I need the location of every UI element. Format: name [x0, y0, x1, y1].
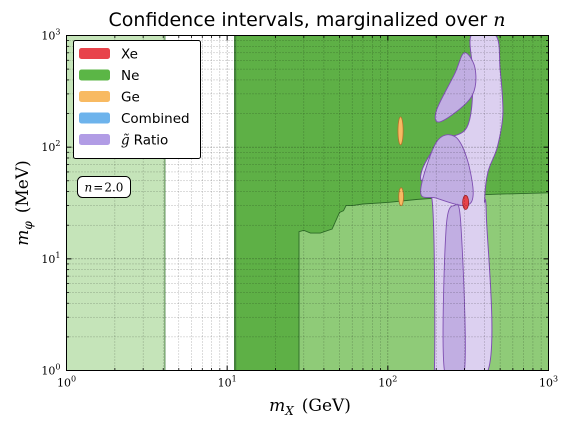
x-axis-unit: (GeV) [302, 396, 351, 416]
y-tick-label: 103 [41, 28, 60, 43]
x-tick-label: 102 [378, 375, 397, 390]
annotation-lhs: n [85, 181, 93, 195]
legend-entry-combined: Combined [79, 111, 190, 127]
y-tick-labels: 100 101 102 103 [41, 28, 60, 378]
x-tick-label: 103 [539, 375, 558, 390]
annotation-box [77, 176, 131, 198]
annotation-rhs: 2.0 [104, 181, 123, 195]
legend-swatch [79, 91, 110, 102]
plot-frame [66, 35, 549, 371]
annotation-n-value: n=2.0 [77, 176, 131, 198]
x-tick-label: 100 [57, 375, 76, 390]
grid-lines [66, 35, 549, 371]
ratio-inner-region-lower [442, 203, 466, 371]
tick-marks [66, 35, 549, 371]
x-axis-symbol: m [269, 396, 285, 416]
svg-text:n=2.0: n=2.0 [85, 181, 124, 195]
ge-island-upper [397, 116, 404, 146]
legend-swatch [79, 48, 110, 59]
legend-label: Ge [121, 90, 140, 106]
legend-swatch [79, 69, 110, 81]
chart-title-variable: n [493, 9, 505, 31]
legend-swatch [79, 134, 110, 145]
y-tick-label: 100 [41, 363, 60, 378]
y-axis-subscript: φ [21, 221, 35, 230]
legend-label: Xe [121, 47, 138, 63]
x-tick-label: 101 [218, 375, 237, 390]
y-tick-label: 101 [41, 251, 60, 266]
legend-label: g̃ Ratio [121, 133, 168, 149]
legend: Xe Ne Ge Combined g̃ Ratio [73, 40, 201, 159]
y-axis-label: mφ (MeV) [13, 160, 35, 246]
legend-entry-xe: Xe [79, 47, 138, 63]
legend-entry-ne: Ne [79, 68, 139, 84]
legend-entry-ge: Ge [79, 90, 140, 106]
y-axis-unit: (MeV) [13, 160, 33, 213]
xe-island [462, 195, 470, 210]
legend-swatch [79, 112, 110, 124]
x-axis-label: mX (GeV) [269, 396, 351, 418]
legend-label: Ne [121, 68, 139, 84]
chart-title-prefix: Confidence intervals, marginalized over [109, 9, 494, 31]
chart-title: Confidence intervals, marginalized over … [109, 9, 506, 31]
x-tick-labels: 100 101 102 103 [57, 375, 558, 390]
y-axis-symbol: m [13, 230, 33, 246]
y-tick-label: 102 [41, 139, 60, 154]
legend-entry-gratio: g̃ Ratio [79, 133, 168, 149]
x-axis-subscript: X [284, 404, 294, 418]
legend-label: Combined [121, 111, 190, 127]
ge-island-lower [398, 187, 404, 207]
